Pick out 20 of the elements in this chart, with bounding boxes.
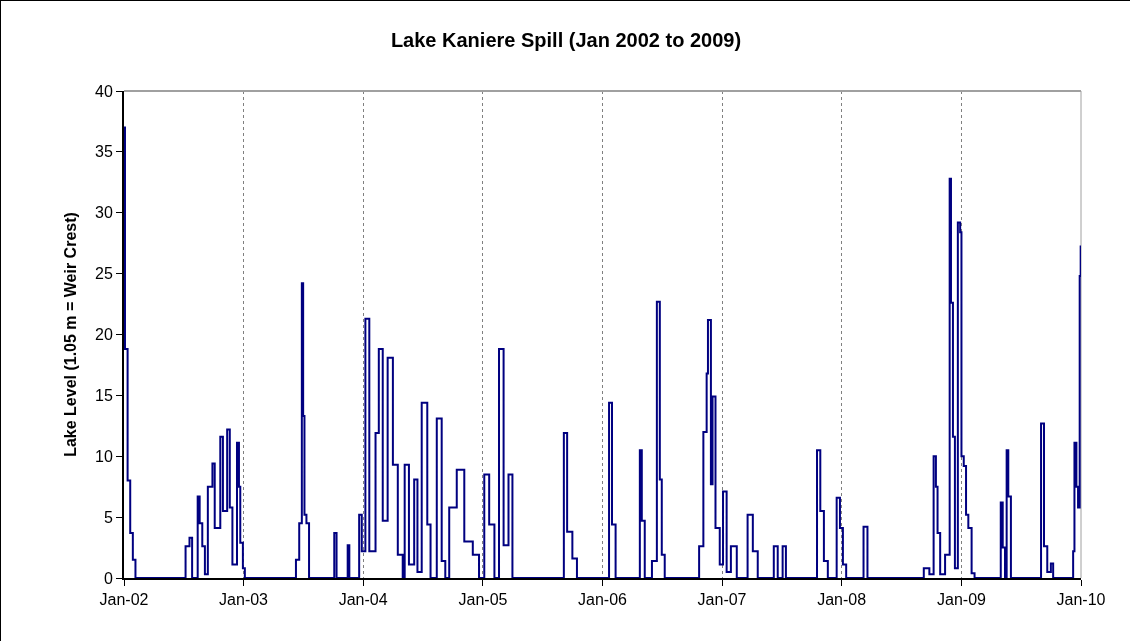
x-tick-label: Jan-08 <box>817 591 867 609</box>
y-tick-label: 20 <box>95 326 113 344</box>
x-tick-label: Jan-03 <box>219 591 269 609</box>
y-tick-label: 25 <box>95 265 113 283</box>
y-tick-label: 10 <box>95 447 113 465</box>
y-tick-label: 35 <box>95 143 113 161</box>
y-axis-title: Lake Level (1.05 m = Weir Crest) <box>62 212 80 457</box>
x-tick-label: Jan-07 <box>697 591 747 609</box>
x-tick-label: Jan-05 <box>458 591 508 609</box>
x-tick-label: Jan-10 <box>1056 591 1106 609</box>
y-tick-label: 15 <box>95 386 113 404</box>
y-tick-label: 30 <box>95 204 113 222</box>
y-tick-label: 5 <box>103 508 113 526</box>
x-tick-label: Jan-06 <box>578 591 628 609</box>
y-tick-label: 0 <box>103 569 113 587</box>
chart-title: Lake Kaniere Spill (Jan 2002 to 2009) <box>390 29 742 52</box>
x-tick-label: Jan-04 <box>338 591 388 609</box>
x-tick-label: Jan-02 <box>99 591 149 609</box>
y-tick-label: 40 <box>95 82 113 100</box>
x-tick-label: Jan-09 <box>937 591 987 609</box>
